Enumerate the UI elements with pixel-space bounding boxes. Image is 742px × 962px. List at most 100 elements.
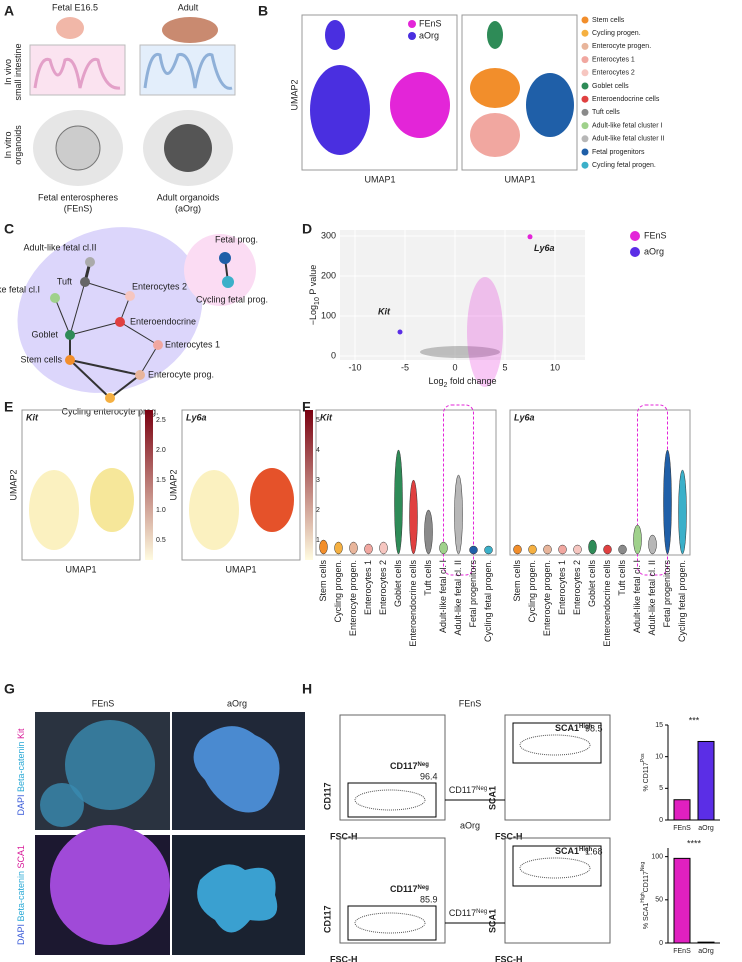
legend-label: Adult-like fetal cluster I: [592, 122, 662, 129]
legend-label: FEnS: [644, 230, 667, 240]
arrow-text: CD117: [449, 908, 476, 918]
category-label: Enterocytes 1: [363, 560, 373, 615]
category-label: Fetal progenitors: [468, 560, 478, 628]
y-tick-label: 5: [659, 785, 663, 792]
axis-label-part: High: [640, 892, 646, 903]
y-tick-label: 100: [651, 853, 663, 860]
category-label: Enterocyte progen.: [542, 560, 552, 636]
category-label: Enterocyte progen.: [348, 560, 358, 636]
axis-label: UMAP1: [225, 564, 256, 574]
axis-name: FSC-H: [495, 954, 523, 962]
row-label-line: In vitro: [3, 131, 13, 158]
category-label: Enteroendocrine cells: [602, 560, 612, 647]
x-tick-label: 0: [452, 362, 457, 372]
gate-label: CD117Neg: [390, 884, 429, 894]
gate-value: 98.5: [585, 723, 603, 733]
node: [65, 355, 75, 365]
violin: [603, 544, 612, 555]
row-label: In vivosmall intestine: [3, 43, 23, 100]
node-label: Stem cells: [20, 354, 62, 364]
violin: [678, 469, 687, 555]
violin: [618, 544, 627, 555]
gene-label: Ly6a: [514, 412, 535, 422]
violin: [663, 449, 672, 555]
sphere: [50, 825, 170, 945]
colorbar: [145, 410, 153, 560]
group-title: aOrg: [460, 820, 480, 830]
x-tick-label: 10: [550, 362, 560, 372]
axis-label: UMAP2: [168, 469, 178, 500]
plot-frame: [504, 837, 611, 944]
bar: [673, 799, 691, 821]
colorbar-tick: 1.0: [156, 507, 166, 514]
caption: (FEnS): [64, 203, 93, 213]
cluster: [470, 113, 520, 157]
gate: [512, 845, 602, 887]
arrow-label: CD117Neg: [449, 785, 487, 795]
node: [125, 291, 135, 301]
gate-label: SCA1High: [555, 846, 593, 856]
significance: ***: [689, 715, 700, 725]
gene-label: Ly6a: [186, 412, 207, 422]
edge: [69, 359, 141, 376]
plot-frame: [339, 714, 446, 821]
arrow-sup: Neg: [476, 909, 487, 915]
stain-label: DAPI Beta-catenin Kit: [16, 728, 26, 816]
gate: [347, 905, 437, 941]
violin: [319, 539, 328, 555]
category-label: Cycling progen.: [527, 560, 537, 623]
violin: [394, 449, 403, 555]
category-label: Stem cells: [318, 560, 328, 602]
legend-dot: [581, 16, 589, 24]
violin: [573, 544, 582, 555]
legend-dot: [408, 20, 416, 28]
axis-name: FSC-H: [495, 831, 523, 841]
legend-label: aOrg: [644, 246, 664, 256]
frame: [181, 409, 301, 561]
group-title: FEnS: [459, 698, 482, 708]
legend-label: Stem cells: [592, 17, 625, 24]
panel-letter: C: [4, 221, 14, 237]
gate-label: SCA1High: [555, 723, 593, 733]
axis-name: SCA1: [487, 786, 497, 810]
panel-letter: H: [302, 681, 312, 697]
edge: [84, 281, 131, 297]
x-tick-label: aOrg: [698, 825, 714, 832]
node: [219, 252, 231, 264]
y-tick-label: 0: [659, 817, 663, 824]
enterosphere: [55, 125, 101, 171]
violin: [558, 544, 567, 555]
node-label: Cycling fetal prog.: [196, 294, 268, 304]
legend-dot: [581, 108, 589, 116]
axis-label: UMAP2: [289, 79, 299, 110]
node-label: Adult-like fetal cl.II: [23, 242, 96, 252]
cluster: [325, 20, 345, 50]
axis-label-part: P value: [308, 265, 318, 297]
category-label: Cycling fetal progen.: [483, 560, 493, 642]
violin: [454, 474, 463, 555]
category-label: Goblet cells: [393, 560, 403, 608]
legend-dot: [581, 69, 589, 77]
axis-label: −Log10 P value: [308, 265, 321, 325]
row-label: In vitroorganoids: [3, 125, 23, 165]
gate-sup: High: [579, 724, 593, 730]
violin: [588, 539, 597, 555]
violin: [484, 545, 493, 555]
legend-dot: [581, 56, 589, 64]
bar: [697, 941, 715, 944]
legend-label: Goblet cells: [592, 83, 629, 90]
stain: DAPI: [16, 795, 26, 816]
gate-name: CD117: [390, 884, 418, 894]
axis-label-part: −Log: [308, 305, 318, 325]
y-tick-label: 100: [321, 310, 336, 320]
cluster: [310, 65, 370, 155]
legend-label: Cycling fetal progen.: [592, 162, 656, 169]
node-label: Adult-like fetal cl.I: [0, 284, 40, 294]
gate-sup: High: [579, 847, 593, 853]
legend-dot: [581, 161, 589, 169]
violin: [349, 541, 358, 555]
violin: [424, 509, 433, 555]
gate-sup: Neg: [418, 762, 430, 768]
legend-label: Enterocytes 1: [592, 56, 635, 63]
